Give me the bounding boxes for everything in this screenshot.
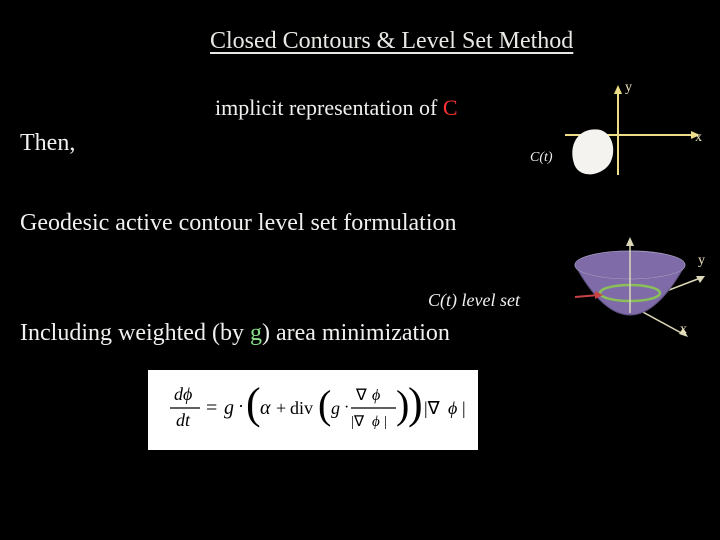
- svg-text:dt: dt: [176, 410, 191, 430]
- then-text: Then,: [20, 130, 75, 157]
- svg-text:α: α: [260, 397, 271, 419]
- svg-text:|: |: [462, 398, 466, 418]
- svg-text:·: ·: [344, 399, 349, 416]
- geodesic-line: Geodesic active contour level set formul…: [20, 210, 457, 237]
- ct-levelset-label: C(t) level set: [428, 290, 520, 311]
- including-text-a: Including weighted (by: [20, 320, 250, 346]
- axis-x-label-2d: x: [695, 130, 702, 146]
- svg-text:·: ·: [238, 396, 244, 416]
- ct-label-2d: C(t): [530, 150, 553, 166]
- svg-text:(: (: [318, 382, 331, 427]
- svg-text:|: |: [384, 414, 387, 430]
- svg-text:ϕ: ϕ: [448, 398, 457, 418]
- axis-y-label-3d: y: [698, 253, 705, 269]
- svg-text:): ): [408, 379, 423, 428]
- including-line: Including weighted (by g) area minimizat…: [20, 320, 450, 347]
- slide-title: Closed Contours & Level Set Method: [210, 28, 573, 55]
- svg-text:ϕ: ϕ: [372, 387, 380, 404]
- svg-text:|∇: |∇: [424, 398, 441, 418]
- slide: Closed Contours & Level Set Method impli…: [0, 0, 720, 540]
- implicit-repr-text: implicit representation of: [215, 95, 443, 120]
- svg-text:∇: ∇: [355, 387, 367, 404]
- svg-text:div: div: [290, 398, 313, 418]
- svg-text:=: =: [206, 397, 217, 419]
- svg-text:+: +: [276, 398, 286, 418]
- axis-x-label-3d: x: [680, 322, 687, 338]
- symbol-c: C: [443, 95, 458, 120]
- svg-text:dϕ: dϕ: [174, 384, 192, 404]
- formula-box: dϕ dt = g · ( α + div ( g · ∇ ϕ: [148, 370, 478, 450]
- svg-text:(: (: [246, 379, 261, 428]
- axis-y-label-2d: y: [625, 80, 632, 96]
- svg-text:g: g: [331, 398, 340, 418]
- including-text-b: ) area minimization: [262, 320, 450, 346]
- svg-text:ϕ: ϕ: [372, 414, 380, 430]
- implicit-repr-line: implicit representation of C: [215, 95, 458, 121]
- symbol-g: g: [250, 320, 262, 346]
- svg-text:g: g: [224, 397, 234, 419]
- svg-text:|∇: |∇: [351, 414, 365, 430]
